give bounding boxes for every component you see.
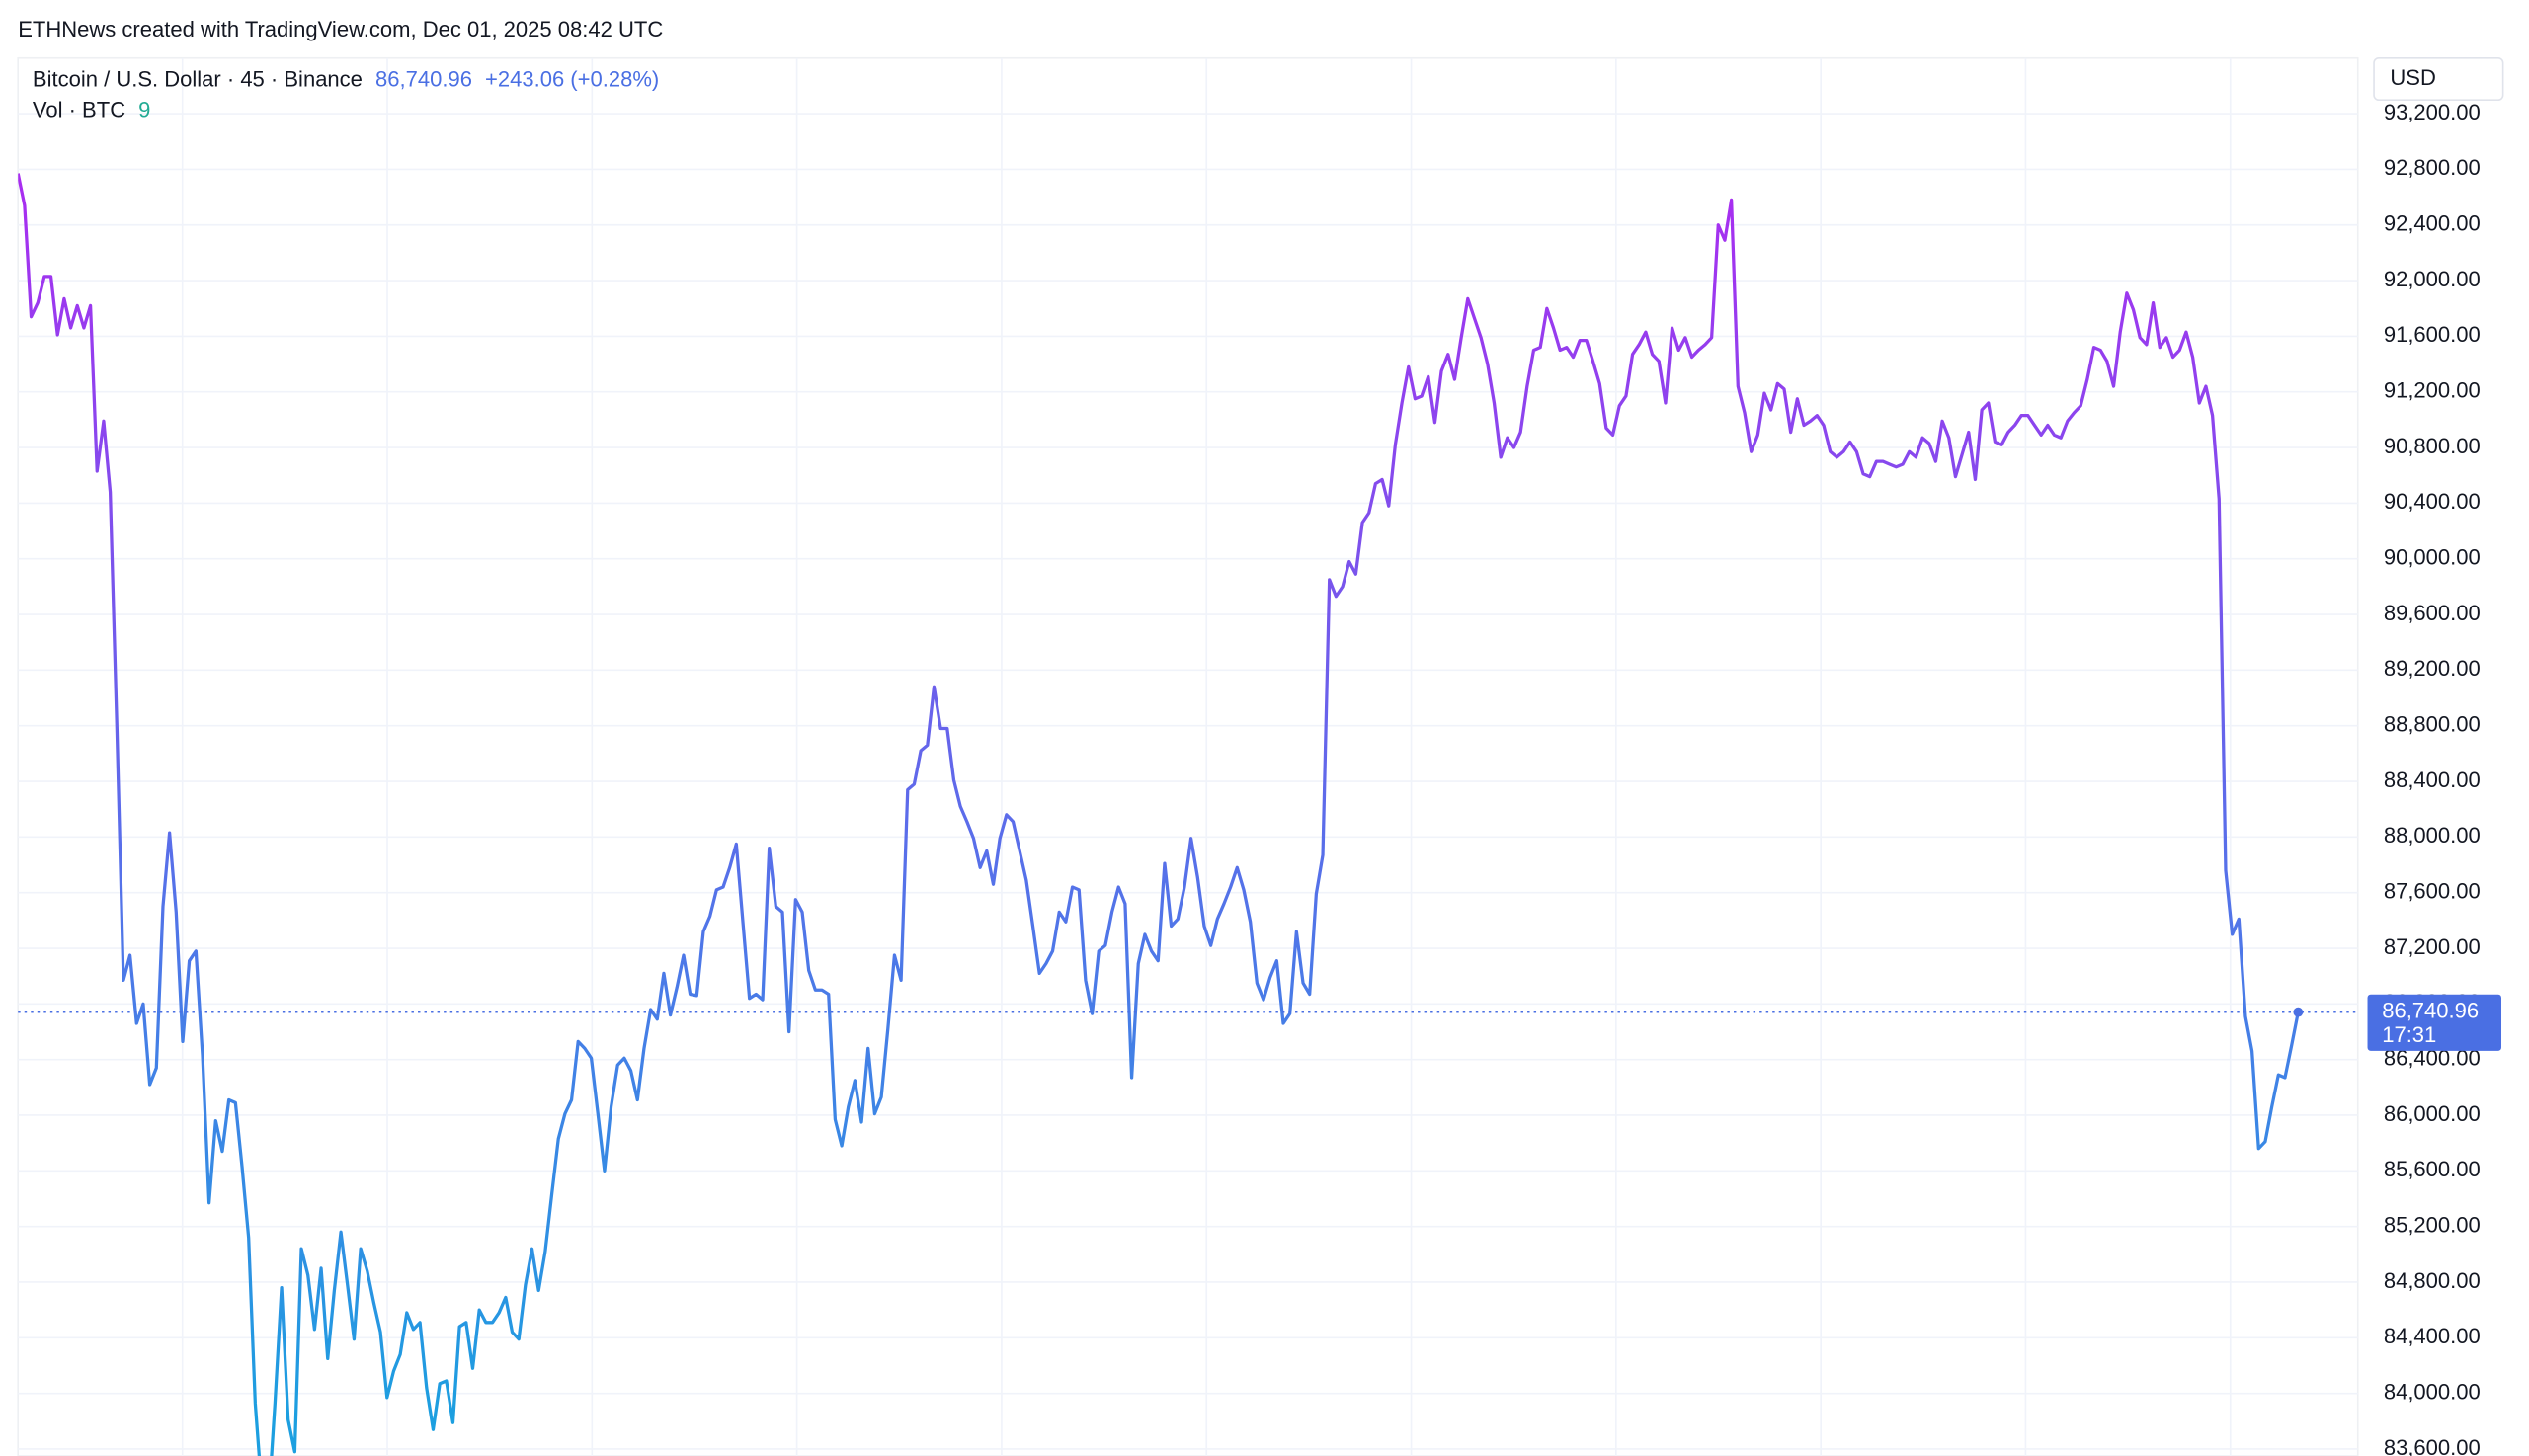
currency[interactable]: USD	[2390, 65, 2435, 90]
y-tick-label: 89,600.00	[2384, 601, 2481, 625]
y-tick-label: 87,600.00	[2384, 878, 2481, 903]
volume-value: 9	[138, 97, 150, 121]
y-tick-label: 92,800.00	[2384, 155, 2481, 180]
y-tick-label: 93,200.00	[2384, 100, 2481, 124]
plot	[18, 173, 2300, 1456]
y-tick-label: 88,400.00	[2384, 768, 2481, 792]
y-tick-label: 84,000.00	[2384, 1379, 2481, 1404]
y-tick-label: 86,000.00	[2384, 1101, 2481, 1126]
time-grid	[181, 57, 2232, 1456]
last-price: 86,740.96	[375, 66, 472, 91]
y-tick-label: 92,000.00	[2384, 267, 2481, 291]
legend: Bitcoin / U.S. Dollar · 45 · Binance 86,…	[33, 66, 659, 121]
y-tick-label: 91,200.00	[2384, 378, 2481, 403]
y-tick-label: 85,200.00	[2384, 1212, 2481, 1237]
header: ETHNews created with TradingView.com, De…	[18, 17, 663, 41]
last-point	[2293, 1007, 2304, 1017]
y-tick-label: 90,400.00	[2384, 489, 2481, 514]
price-tag-value: 86,740.96	[2382, 998, 2479, 1022]
price-tag	[2367, 994, 2502, 1051]
price-tag-countdown: 17:31	[2382, 1022, 2436, 1047]
y-tick-label: 87,200.00	[2384, 934, 2481, 959]
y-tick-label: 89,200.00	[2384, 656, 2481, 681]
y-tick-label: 88,000.00	[2384, 823, 2481, 848]
price-line	[18, 173, 2300, 1456]
y-tick-label: 83,600.00	[2384, 1435, 2481, 1456]
y-tick-label: 85,600.00	[2384, 1157, 2481, 1181]
symbol-title: Bitcoin / U.S. Dollar · 45 · Binance	[33, 66, 363, 91]
y-tick-label: 90,800.00	[2384, 434, 2481, 458]
currency-box[interactable]	[2373, 56, 2504, 102]
y-tick-label: 84,400.00	[2384, 1324, 2481, 1348]
y-tick-label: 84,800.00	[2384, 1268, 2481, 1293]
y-tick-label: 92,400.00	[2384, 211, 2481, 236]
price-change: +243.06 (+0.28%)	[485, 66, 659, 91]
y-tick-label: 91,600.00	[2384, 322, 2481, 347]
y-tick-label: 90,000.00	[2384, 545, 2481, 570]
y-tick-label: 88,800.00	[2384, 712, 2481, 737]
volume-title: Vol · BTC	[33, 97, 125, 121]
plot-frame	[17, 56, 2359, 1456]
